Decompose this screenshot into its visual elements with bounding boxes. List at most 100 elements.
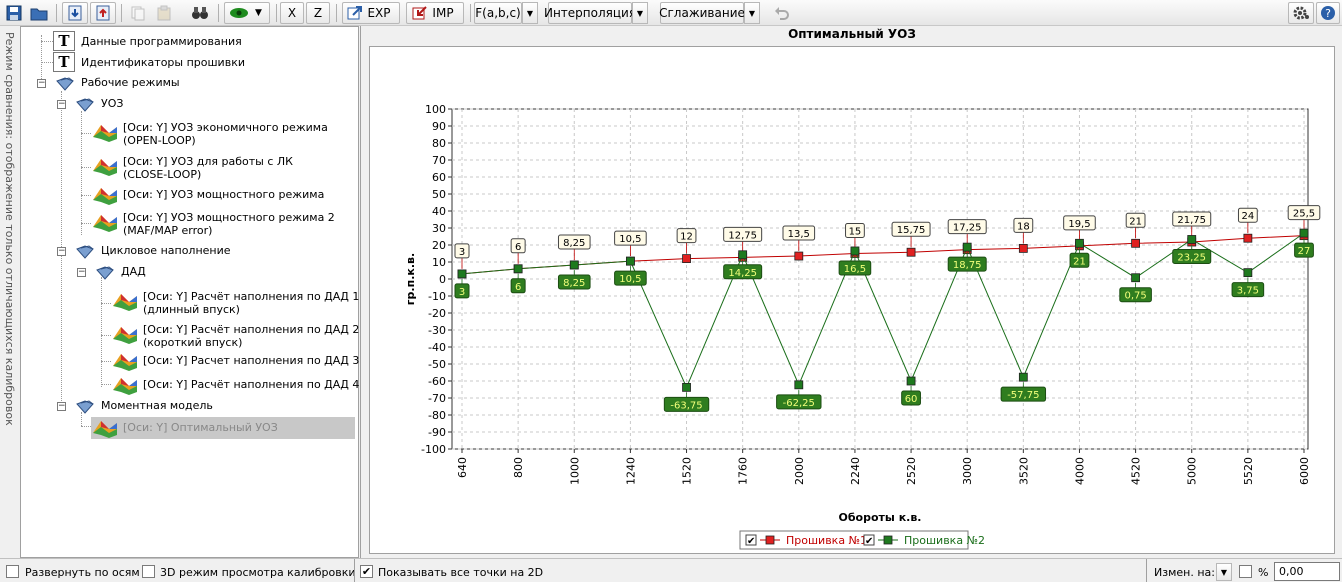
smoothing-button[interactable]: Сглаживание xyxy=(659,2,745,24)
data-label-box xyxy=(838,260,872,276)
collapse-toggle[interactable]: − xyxy=(37,78,46,88)
expand-axes-checkbox[interactable] xyxy=(6,565,19,578)
exp-button[interactable]: EXP xyxy=(342,2,400,24)
data-label: 3 xyxy=(459,287,465,298)
series2-point xyxy=(1187,235,1197,244)
tree-item-dad1[interactable]: [Оси: Y] Расчёт наполнения по ДАД 1 (длин… xyxy=(111,290,359,316)
imp-button[interactable]: IMP xyxy=(406,2,464,24)
export-file-icon[interactable] xyxy=(90,2,116,24)
import-file-icon[interactable] xyxy=(62,2,88,24)
tree-item-prog-data[interactable]: T Данные программирования xyxy=(53,31,242,51)
tree-item-uoz-power[interactable]: [Оси: Y] УОЗ мощностного режима xyxy=(91,184,324,206)
x-tick-label: 2240 xyxy=(849,457,862,485)
data-label-box xyxy=(1013,217,1034,233)
undo-icon[interactable] xyxy=(770,2,794,24)
collapse-toggle[interactable]: − xyxy=(57,99,66,109)
y-tick-label: 60 xyxy=(432,171,446,184)
show-all-points-checkbox[interactable]: ✔ xyxy=(360,565,373,578)
x-tick-label: 3520 xyxy=(1017,457,1030,485)
tree-item-uoz[interactable]: УОЗ xyxy=(75,97,123,112)
data-label-box xyxy=(1172,211,1212,227)
series-line-2 xyxy=(461,232,1305,389)
tree-item-optimal-uoz[interactable]: [Оси: Y] Оптимальный УОЗ xyxy=(91,417,355,439)
data-label-box xyxy=(1000,386,1047,402)
help-icon[interactable]: ? xyxy=(1316,2,1340,24)
series1-point xyxy=(682,254,691,264)
legend-checkbox xyxy=(863,534,875,546)
change-by-dropdown[interactable]: ▼ xyxy=(1216,563,1232,581)
y-tick-label: 30 xyxy=(432,222,446,235)
z-axis-button[interactable]: Z xyxy=(306,2,330,24)
folder-icon xyxy=(76,400,94,414)
y-tick-label: -90 xyxy=(428,426,446,439)
collapse-toggle[interactable]: − xyxy=(57,246,66,256)
x-tick-label: 2000 xyxy=(793,457,806,485)
tree-item-dad4[interactable]: [Оси: Y] Расчёт наполнения по ДАД 4 xyxy=(111,374,359,396)
legend-check-mark: ✔ xyxy=(747,536,755,547)
tree-item-dad[interactable]: ДАД xyxy=(95,265,146,280)
tree-item-dad3[interactable]: [Оси: Y] Расчет наполнения по ДАД 3 xyxy=(111,350,359,372)
series2-point xyxy=(569,260,579,270)
series2-point xyxy=(625,256,635,266)
text-icon: T xyxy=(53,52,75,72)
data-label: 25,5 xyxy=(1293,209,1315,220)
tree-item-uoz-lk[interactable]: [Оси: Y] УОЗ для работы с ЛК (CLOSE-LOOP) xyxy=(91,155,293,181)
function-dropdown[interactable]: ▼ xyxy=(522,2,538,24)
interpolation-dropdown[interactable]: ▼ xyxy=(632,2,648,24)
view3d-checkbox[interactable] xyxy=(142,565,155,578)
y-tick-label: -40 xyxy=(428,341,446,354)
series2-point xyxy=(794,380,804,390)
x-axis-button[interactable]: X xyxy=(280,2,304,24)
chart-area[interactable]: -100 -90 -80 -70 -60 -50 -40 -30 -20 -10 0 10 20 30 40… xyxy=(369,46,1335,554)
change-value-input[interactable]: 0,00 xyxy=(1274,562,1340,581)
comparison-mode-strip: Режим сравнения: отображение только отли… xyxy=(0,26,20,558)
function-button[interactable]: F(a,b,c) xyxy=(474,2,522,24)
smoothing-dropdown[interactable]: ▼ xyxy=(744,2,760,24)
data-label-box xyxy=(891,221,931,237)
bottom-bar: Развернуть по осям 3D режим просмотра ка… xyxy=(0,558,1342,582)
percent-checkbox[interactable] xyxy=(1239,565,1252,578)
y-tick-label: 70 xyxy=(432,154,446,167)
tree-item-fw-ids[interactable]: T Идентификаторы прошивки xyxy=(53,52,245,72)
save-icon[interactable] xyxy=(3,2,25,24)
series1-point xyxy=(906,247,916,257)
copy-icon[interactable] xyxy=(126,2,150,24)
view3d-label: 3D режим просмотра калибровки xyxy=(160,566,356,579)
tree-item-work-modes[interactable]: Рабочие режимы xyxy=(55,76,180,91)
series2-point xyxy=(1075,238,1084,248)
data-label: 0,75 xyxy=(1124,291,1146,302)
surface-chart-icon xyxy=(93,215,117,232)
data-label-box xyxy=(1125,212,1146,228)
series1-point xyxy=(1243,233,1253,243)
x-tick-label: 5520 xyxy=(1242,457,1255,485)
tree-item-uoz-power2[interactable]: [Оси: Y] УОЗ мощностного режима 2 (MAF/MA… xyxy=(91,211,335,237)
series2-point xyxy=(682,382,691,392)
interpolation-button[interactable]: Интерполяция xyxy=(544,2,636,24)
data-label: 3,75 xyxy=(1237,286,1259,297)
data-label-box xyxy=(510,278,526,294)
series2-point xyxy=(1131,273,1140,283)
collapse-toggle[interactable]: − xyxy=(57,401,66,411)
view-eye-button[interactable]: ▼ xyxy=(224,2,270,24)
collapse-toggle[interactable]: − xyxy=(77,267,86,277)
data-label: -57,75 xyxy=(1007,390,1039,401)
data-label-box xyxy=(614,270,647,286)
tree-item-cyclic-fill[interactable]: Цикловое наполнение xyxy=(75,244,231,259)
series2-point xyxy=(738,250,748,260)
series2-point xyxy=(1018,372,1028,382)
tree-item-dad2[interactable]: [Оси: Y] Расчёт наполнения по ДАД 2 (коро… xyxy=(111,323,359,349)
x-tick-label: 1240 xyxy=(624,457,637,485)
data-label: 17,25 xyxy=(953,223,982,234)
data-label-box xyxy=(1237,207,1258,223)
binoculars-icon[interactable] xyxy=(188,2,212,24)
paste-icon[interactable] xyxy=(152,2,176,24)
data-label-box xyxy=(454,243,470,259)
data-label-box xyxy=(557,274,591,290)
tree-item-uoz-eco[interactable]: [Оси: Y] УОЗ экономичного режима (OPEN-LO… xyxy=(91,121,328,147)
settings-gear-icon[interactable] xyxy=(1288,2,1314,24)
tree-item-torque-model[interactable]: Моментная модель xyxy=(75,399,213,414)
open-folder-icon[interactable] xyxy=(27,2,51,24)
data-label: 12 xyxy=(680,232,693,243)
y-tick-label: 90 xyxy=(432,120,446,133)
chart-svg[interactable]: -100-90-80-70-60-50-40-30-20-10010203040… xyxy=(370,47,1334,553)
